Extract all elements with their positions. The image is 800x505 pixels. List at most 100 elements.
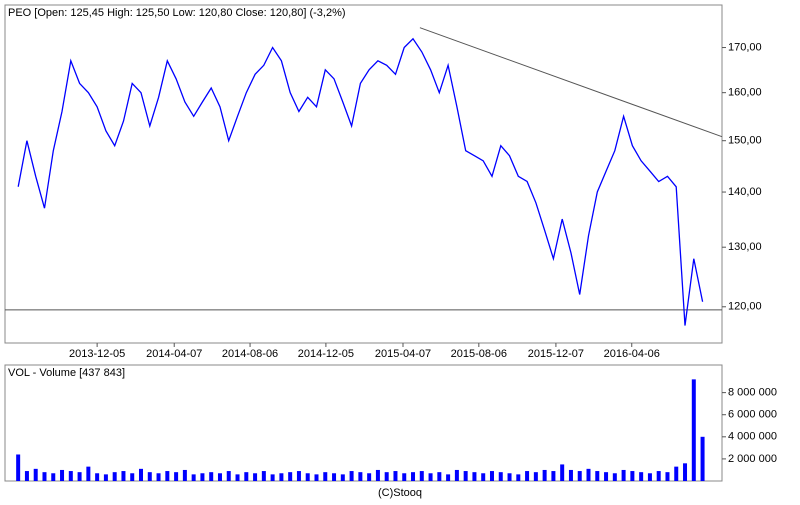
volume-bar [270, 474, 275, 481]
volume-bar [296, 471, 301, 481]
volume-bar [604, 472, 609, 481]
volume-bar [77, 472, 82, 481]
volume-bar [288, 472, 293, 481]
volume-bar [375, 469, 380, 481]
y-tick-label: 6 000 000 [728, 409, 777, 421]
x-tick-label: 2015-04-07 [375, 348, 431, 360]
trend-line [419, 27, 723, 138]
volume-bar [516, 474, 521, 481]
y-tick-label: 170,00 [728, 41, 762, 53]
volume-bar [16, 454, 21, 481]
y-tick-label: 130,00 [728, 241, 762, 253]
volume-bar [191, 474, 196, 481]
volume-bar [24, 471, 29, 481]
volume-bar [551, 471, 556, 481]
volume-bar [630, 471, 635, 481]
volume-bar [226, 471, 231, 481]
y-tick-label: 120,00 [728, 301, 762, 313]
source: (C)Stooq [378, 487, 422, 499]
volume-bar [279, 473, 284, 481]
x-tick-label: 2013-12-05 [69, 348, 125, 360]
volume-bar [147, 472, 152, 481]
volume-bar [68, 471, 73, 481]
volume-bar [51, 473, 56, 481]
volume-bar [411, 472, 416, 481]
volume-bar [42, 472, 47, 481]
volume-bar [446, 474, 451, 481]
volume-bar [647, 473, 652, 481]
y-tick-label: 2 000 000 [728, 453, 777, 465]
volume-bar [103, 474, 108, 481]
volume-bar [130, 473, 135, 481]
volume-bar [261, 471, 266, 481]
volume-bar [367, 473, 372, 481]
volume-bar [612, 473, 617, 481]
price-title: PEO [Open: 125,45 High: 125,50 Low: 120,… [8, 7, 346, 19]
volume-bar [691, 379, 696, 481]
x-tick-label: 2015-08-06 [451, 348, 507, 360]
volume-bar [525, 471, 530, 481]
volume-bar [174, 472, 179, 481]
volume-bar [595, 471, 600, 481]
volume-bar [235, 474, 240, 481]
volume-bar [577, 471, 582, 481]
volume-bar [402, 473, 407, 481]
volume-bar [112, 472, 117, 481]
price-line [17, 37, 704, 326]
price-panel [4, 4, 723, 344]
volume-bar [156, 473, 161, 481]
volume-bar [586, 468, 591, 481]
volume-bar [472, 472, 477, 481]
volume-bar [463, 471, 468, 481]
volume-bar [700, 436, 705, 481]
volume-bar [349, 471, 354, 481]
volume-bar [639, 472, 644, 481]
volume-bar [244, 472, 249, 481]
volume-bar [507, 473, 512, 481]
volume-bar [560, 464, 565, 481]
volume-bar [95, 473, 100, 481]
x-tick-label: 2015-12-07 [528, 348, 584, 360]
volume-bar [428, 473, 433, 481]
volume-bar [437, 472, 442, 481]
volume-bar [33, 468, 38, 481]
y-tick-label: 4 000 000 [728, 431, 777, 443]
volume-bar [384, 472, 389, 481]
volume-bar [498, 472, 503, 481]
volume-bar [182, 469, 187, 481]
y-tick-label: 8 000 000 [728, 387, 777, 399]
volume-bar [393, 471, 398, 481]
volume-bar [323, 472, 328, 481]
y-tick-label: 150,00 [728, 135, 762, 147]
x-tick-label: 2014-12-05 [298, 348, 354, 360]
volume-bar [253, 473, 258, 481]
volume-bar [217, 473, 222, 481]
volume-bar [481, 473, 486, 481]
x-tick-label: 2016-04-06 [604, 348, 660, 360]
volume-bar [358, 472, 363, 481]
volume-bar [139, 468, 144, 481]
x-tick-label: 2014-04-07 [146, 348, 202, 360]
volume-bar [568, 469, 573, 481]
volume-bar [533, 472, 538, 481]
volume-bar [165, 471, 170, 481]
volume-bar [656, 471, 661, 481]
volume-bar [621, 469, 626, 481]
volume-bar [665, 472, 670, 481]
volume-bar [200, 473, 205, 481]
volume-bar [340, 474, 345, 481]
y-tick-label: 160,00 [728, 87, 762, 99]
volume-bar [209, 472, 214, 481]
volume-bar [305, 473, 310, 481]
volume-bar [674, 466, 679, 481]
volume-title: VOL - Volume [437 843] [8, 367, 125, 379]
volume-bar [86, 466, 91, 481]
volume-bar [60, 469, 65, 481]
volume-bar [314, 474, 319, 481]
volume-bar [419, 471, 424, 481]
x-tick-label: 2014-08-06 [222, 348, 278, 360]
volume-bar [332, 473, 337, 481]
volume-bar [121, 471, 126, 481]
volume-bar [683, 463, 688, 481]
